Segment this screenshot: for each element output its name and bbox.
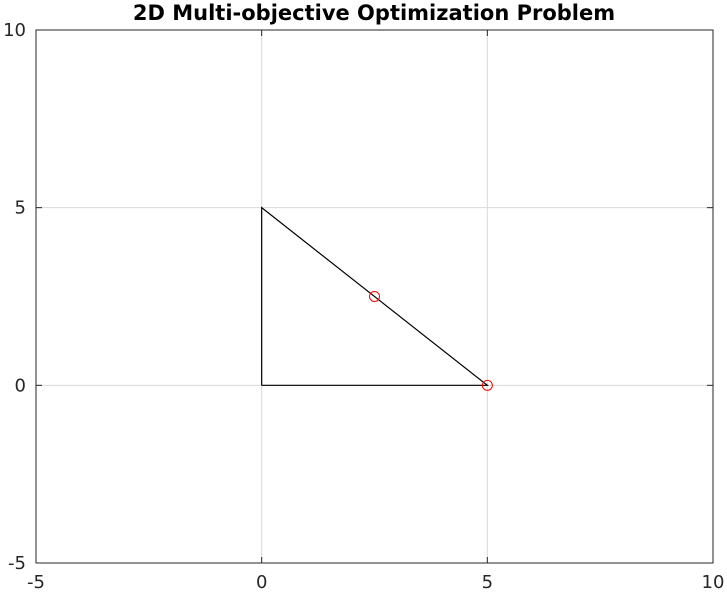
tick-label-layer: -5 0 5 10 -5 0 5 10 <box>3 20 724 593</box>
x-tick-label-2: 5 <box>482 572 493 593</box>
axes-layer <box>35 29 714 564</box>
y-tick-label-3: 10 <box>3 20 26 41</box>
x-tick-label-3: 10 <box>702 572 725 593</box>
series-line-feasible-region-boundary <box>261 206 490 386</box>
x-tick-label-1: 0 <box>256 572 267 593</box>
y-tick-label-0: -5 <box>8 553 26 574</box>
x-tick-label-0: -5 <box>27 572 45 593</box>
y-tick-label-1: 0 <box>15 375 26 396</box>
y-tick-label-2: 5 <box>15 198 26 219</box>
data-point-pareto-points-1 <box>481 379 493 391</box>
axes-box <box>35 29 714 564</box>
data-point-pareto-points-0 <box>369 291 380 302</box>
chart-title: 2D Multi-objective Optimization Problem <box>133 1 615 25</box>
data-layer <box>261 206 493 391</box>
